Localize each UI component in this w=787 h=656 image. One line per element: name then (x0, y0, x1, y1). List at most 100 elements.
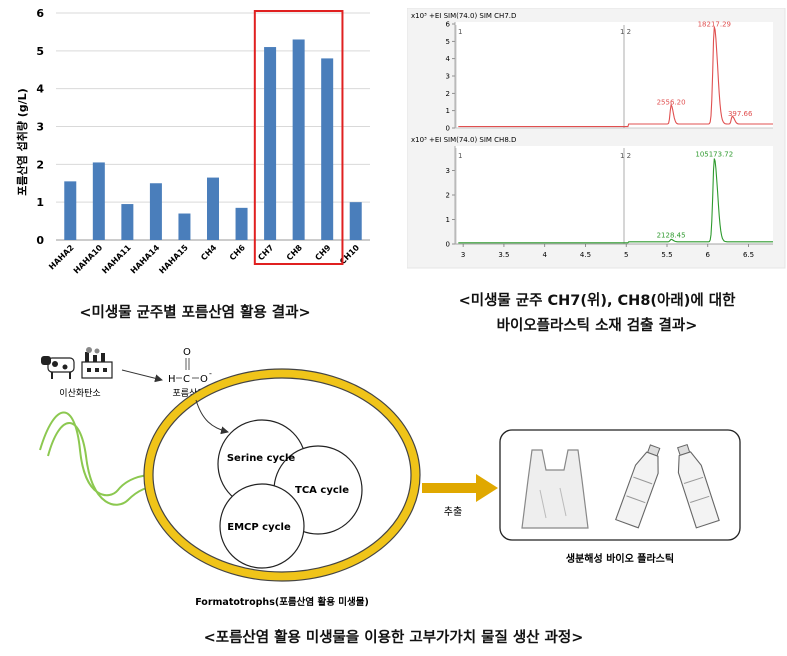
svg-text:O: O (183, 347, 191, 358)
bottom-marker-left: 1 (458, 152, 462, 160)
bar-ch6 (235, 207, 248, 240)
x-tick-label: CH7 (256, 243, 275, 262)
x-tick-label: 4 (542, 251, 547, 259)
bar-ch9 (321, 58, 334, 241)
peak-label: 2128.45 (657, 231, 686, 239)
x-tick-label: HAHA15 (157, 243, 190, 276)
bar-haha15 (178, 213, 191, 240)
diagram-caption: <포름산염 활용 미생물을 이용한 고부가가치 물질 생산 과정> (203, 630, 584, 646)
ch7-peak-labels: 2556.20 18217.29 397.66 (657, 21, 753, 118)
tca-cycle-label: TCA cycle (295, 485, 349, 496)
bar-haha10 (92, 162, 105, 240)
x-tick-label: 3.5 (498, 251, 509, 259)
x-tick-label: 5.5 (661, 251, 672, 259)
flagellum-1 (39, 411, 159, 497)
svg-text:-: - (209, 369, 212, 378)
plastic-bag-icon (521, 449, 589, 529)
y-tick-label: 4 (446, 55, 451, 63)
y-tick-label: 2 (446, 90, 450, 98)
x-tick-label: 5 (624, 251, 628, 259)
extraction-arrow (422, 474, 498, 502)
formate-label: 포름산염 (172, 388, 205, 399)
bar-ch4 (207, 177, 219, 240)
highlight-box (253, 10, 344, 265)
peak-label: 2556.20 (657, 99, 686, 107)
svg-text:H: H (168, 374, 176, 385)
plastic-bottle-icon-1 (615, 444, 661, 529)
x-tick-label: CH9 (313, 243, 332, 262)
y-tick-label: 5 (446, 38, 450, 46)
factory-icon (81, 347, 113, 379)
peak-label: 397.66 (728, 110, 753, 118)
formate-uptake-bar-chart: 포름산염 섭취량 (g/L) 0 1 2 3 4 5 6 HAHA2HAHA10HAHA11… (15, 7, 370, 276)
bar-haha2 (64, 181, 77, 240)
bar-ch10 (349, 202, 362, 240)
y-tick-label: 6 (36, 7, 44, 20)
peak-label: 105173.72 (695, 150, 733, 158)
top-plot-area (455, 22, 773, 128)
ch8-trace (458, 158, 773, 244)
y-tick-label: 4 (36, 83, 44, 96)
svg-text:O: O (200, 374, 208, 385)
x-tick-label: 3 (461, 251, 465, 259)
cell-label: Formatotrophs(포름산염 활용 미생물) (195, 596, 369, 608)
x-tick-label: HAHA14 (129, 243, 162, 276)
flagellum-2 (47, 422, 161, 506)
bar-chart-bars (64, 39, 362, 241)
production-process-diagram: 이산화탄소 O H C O - 포름산염 Serine cycle TCA cy… (39, 347, 741, 608)
y-tick-label: 1 (36, 196, 44, 209)
x-tick-label: HAHA10 (72, 243, 105, 276)
svg-text:C: C (183, 374, 190, 385)
top-y-ticks: 0 1 2 3 4 5 6 (446, 21, 455, 133)
y-tick-label: 3 (446, 167, 450, 175)
bar-chart-caption: <미생물 균주별 포름산염 활용 결과> (79, 305, 311, 321)
bar-haha14 (149, 183, 162, 240)
y-tick-label: 3 (36, 121, 44, 134)
ch8-peak-labels: 2128.45 105173.72 (657, 150, 734, 239)
product-label: 생분해성 바이오 플라스틱 (566, 552, 674, 565)
bottom-plot-area (455, 146, 773, 244)
serine-cycle-label: Serine cycle (227, 453, 296, 464)
y-tick-label: 1 (446, 216, 450, 224)
cow-icon (41, 356, 75, 379)
y-tick-label: 2 (446, 192, 450, 200)
y-tick-label: 0 (446, 241, 450, 249)
co2-label: 이산화탄소 (59, 388, 100, 399)
y-tick-label: 1 (446, 107, 450, 115)
y-tick-label: 2 (36, 158, 44, 171)
x-tick-label: HAHA11 (100, 243, 133, 276)
bar-chart-grid (56, 12, 370, 241)
bottom-header: +EI SIM(74.0) SIM CH8.D (429, 136, 516, 144)
plastic-bottle-icon-2 (677, 443, 720, 529)
top-marker-left: 1 (458, 28, 462, 36)
bottom-marker-right: 1 2 (620, 152, 631, 160)
chromatogram-caption-line2: 바이오플라스틱 소재 검출 결과> (496, 318, 698, 334)
x-tick-label: 4.5 (580, 251, 591, 259)
formate-structure-icon: O H C O - (168, 347, 212, 385)
x-tick-label: CH4 (199, 243, 218, 262)
emcp-cycle-label: EMCP cycle (227, 522, 291, 533)
x-tick-label: 6.5 (743, 251, 754, 259)
bottom-y-ticks: 0 1 2 3 (446, 167, 455, 249)
bar-chart-y-ticks: 0 1 2 3 4 5 6 (36, 7, 44, 247)
top-scale-label: x10³ (411, 12, 427, 20)
co2-to-formate-arrow (121, 369, 163, 383)
ch7-trace (458, 26, 773, 128)
x-tick-label: 6 (706, 251, 711, 259)
bar-haha11 (121, 204, 134, 240)
bottom-scale-label: x10³ (411, 136, 427, 144)
top-header: +EI SIM(74.0) SIM CH7.D (429, 12, 516, 20)
y-tick-label: 3 (446, 73, 450, 81)
y-tick-label: 0 (36, 234, 44, 247)
emcp-cycle-circle (219, 483, 305, 569)
x-tick-label: CH6 (228, 243, 247, 262)
x-tick-label: CH8 (285, 243, 304, 262)
chromatogram-x-ticks: 3 3.5 4 4.5 5 5.5 6 6.5 (461, 244, 754, 259)
chromatogram-caption-line1: <미생물 균주 CH7(위), CH8(아래)에 대한 (458, 293, 736, 309)
bar-ch8 (292, 39, 305, 240)
bar-chart-ylabel: 포름산염 섭취량 (g/L) (15, 88, 29, 195)
formate-to-cell-arrow (195, 399, 229, 435)
y-tick-label: 5 (36, 45, 44, 58)
bar-ch7 (264, 47, 277, 240)
